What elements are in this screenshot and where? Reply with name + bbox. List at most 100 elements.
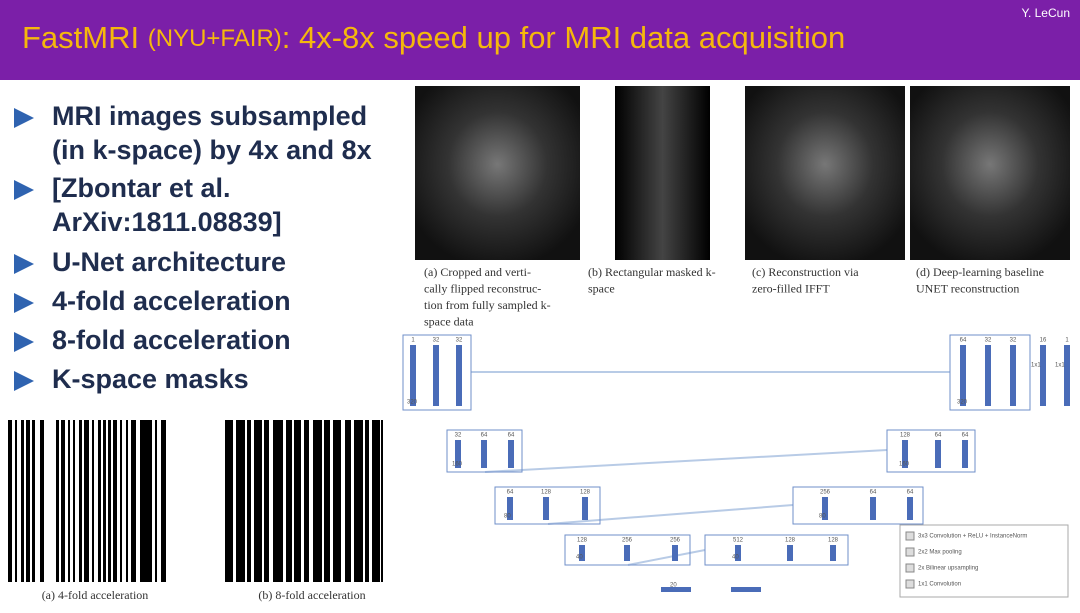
- channel-label: 16: [1040, 338, 1047, 344]
- legend-text: 3x3 Convolution + ReLU + InstanceNorm: [918, 534, 1027, 540]
- feature-bar: [456, 345, 462, 406]
- feature-bar: [1064, 345, 1070, 406]
- figure-caption: (a) Cropped and verti-: [424, 265, 531, 279]
- conv-label: 1x1: [1031, 363, 1041, 369]
- size-label: 320: [407, 400, 418, 406]
- unet-block: [886, 429, 976, 473]
- skip-connection: [627, 549, 706, 566]
- feature-bar: [579, 545, 585, 561]
- mask-line: [89, 420, 92, 582]
- legend-icon: [905, 547, 915, 557]
- channel-label: 32: [433, 338, 440, 344]
- title: FastMRI (NYU+FAIR): 4x-8x speed up for M…: [22, 20, 845, 55]
- mask-caption: (b) 8-fold acceleration: [258, 588, 365, 602]
- mask-line: [251, 420, 254, 582]
- mask-line: [12, 420, 15, 582]
- feature-bar: [731, 587, 761, 592]
- mask-line: [106, 420, 108, 582]
- channel-label: 64: [481, 433, 488, 439]
- feature-bar: [935, 440, 941, 468]
- mask-line: [292, 420, 294, 582]
- mask-line: [59, 420, 61, 582]
- figure-caption: (c) Reconstruction via: [752, 265, 859, 279]
- mask-line: [17, 420, 21, 582]
- mask-caption: (a) 4-fold acceleration: [42, 588, 149, 602]
- title-main: FastMRI: [22, 20, 139, 55]
- channel-label: 256: [670, 538, 681, 544]
- figure-caption: space: [588, 281, 615, 295]
- channel-label: 64: [935, 433, 942, 439]
- channel-label: 32: [455, 433, 462, 439]
- legend-box: [899, 524, 1069, 598]
- legend-text: 2x2 Max pooling: [918, 550, 962, 556]
- channel-label: 1: [411, 338, 415, 344]
- legend-text: 2x Bilinear upsampling: [918, 566, 978, 572]
- channel-label: 128: [900, 433, 911, 439]
- kspace-image: [615, 86, 710, 260]
- figure-caption: tion from fully sampled k-: [424, 298, 551, 312]
- channel-label: 32: [1010, 338, 1017, 344]
- conv-label: 1x1: [1055, 363, 1065, 369]
- mask-line: [128, 420, 131, 582]
- channel-label: 64: [962, 433, 969, 439]
- bullet-icon: [14, 108, 34, 128]
- feature-bar: [433, 345, 439, 406]
- feature-bar: [870, 497, 876, 520]
- size-label: 160: [452, 462, 463, 468]
- bullet-text: [Zbontar et al.: [52, 173, 231, 203]
- mask-line: [24, 420, 26, 582]
- feature-bar: [455, 440, 461, 468]
- mask-line: [75, 420, 79, 582]
- mask-line: [233, 420, 236, 582]
- mri-image: [415, 86, 580, 260]
- feature-bar: [902, 440, 908, 468]
- skip-connection: [547, 504, 794, 525]
- channel-label: 512: [733, 538, 744, 544]
- mask-line: [111, 420, 113, 582]
- title-rest: : 4x-8x speed up for MRI data acquisitio…: [282, 20, 845, 55]
- feature-bar: [1040, 345, 1046, 406]
- bullet-text: ArXiv:1811.08839]: [52, 207, 282, 237]
- bullet-icon: [14, 371, 34, 391]
- feature-bar: [481, 440, 487, 468]
- mask-line: [44, 420, 56, 582]
- mask-line: [262, 420, 264, 582]
- channel-label: 128: [541, 490, 552, 496]
- channel-label: 128: [580, 490, 591, 496]
- title-paren: (NYU+FAIR): [148, 25, 282, 52]
- mask-line: [283, 420, 286, 582]
- mask-line: [157, 420, 161, 582]
- channel-label: 128: [785, 538, 796, 544]
- figure-caption: (d) Deep-learning baseline: [916, 265, 1044, 279]
- unet-block: [792, 486, 924, 525]
- legend-text: 1x1 Convolution: [918, 582, 961, 588]
- channel-label: 256: [622, 538, 633, 544]
- size-label: 80: [504, 514, 511, 520]
- feature-bar: [960, 345, 966, 406]
- legend-icon: [905, 531, 915, 541]
- figure-caption: (b) Rectangular masked k-: [588, 265, 716, 279]
- channel-label: 32: [456, 338, 463, 344]
- mask-line: [117, 420, 120, 582]
- unet-block: [494, 486, 601, 525]
- mask-line: [369, 420, 372, 582]
- bullet-text: (in k-space) by 4x and 8x: [52, 135, 372, 165]
- mask-line: [301, 420, 304, 582]
- unet-block: [704, 534, 849, 566]
- mask-line: [330, 420, 333, 582]
- bullet-icon: [14, 332, 34, 352]
- figure-caption: zero-filled IFFT: [752, 281, 830, 295]
- channel-label: 64: [507, 490, 514, 496]
- feature-bar: [507, 497, 513, 520]
- feature-bar: [1010, 345, 1016, 406]
- feature-bar: [661, 587, 691, 592]
- size-label: 20: [670, 583, 677, 589]
- mask-line: [322, 420, 324, 582]
- figure-caption: cally flipped reconstruc-: [424, 281, 541, 295]
- figure-caption: space data: [424, 314, 474, 328]
- feature-bar: [582, 497, 588, 520]
- header-band: [0, 0, 1080, 80]
- feature-bar: [543, 497, 549, 520]
